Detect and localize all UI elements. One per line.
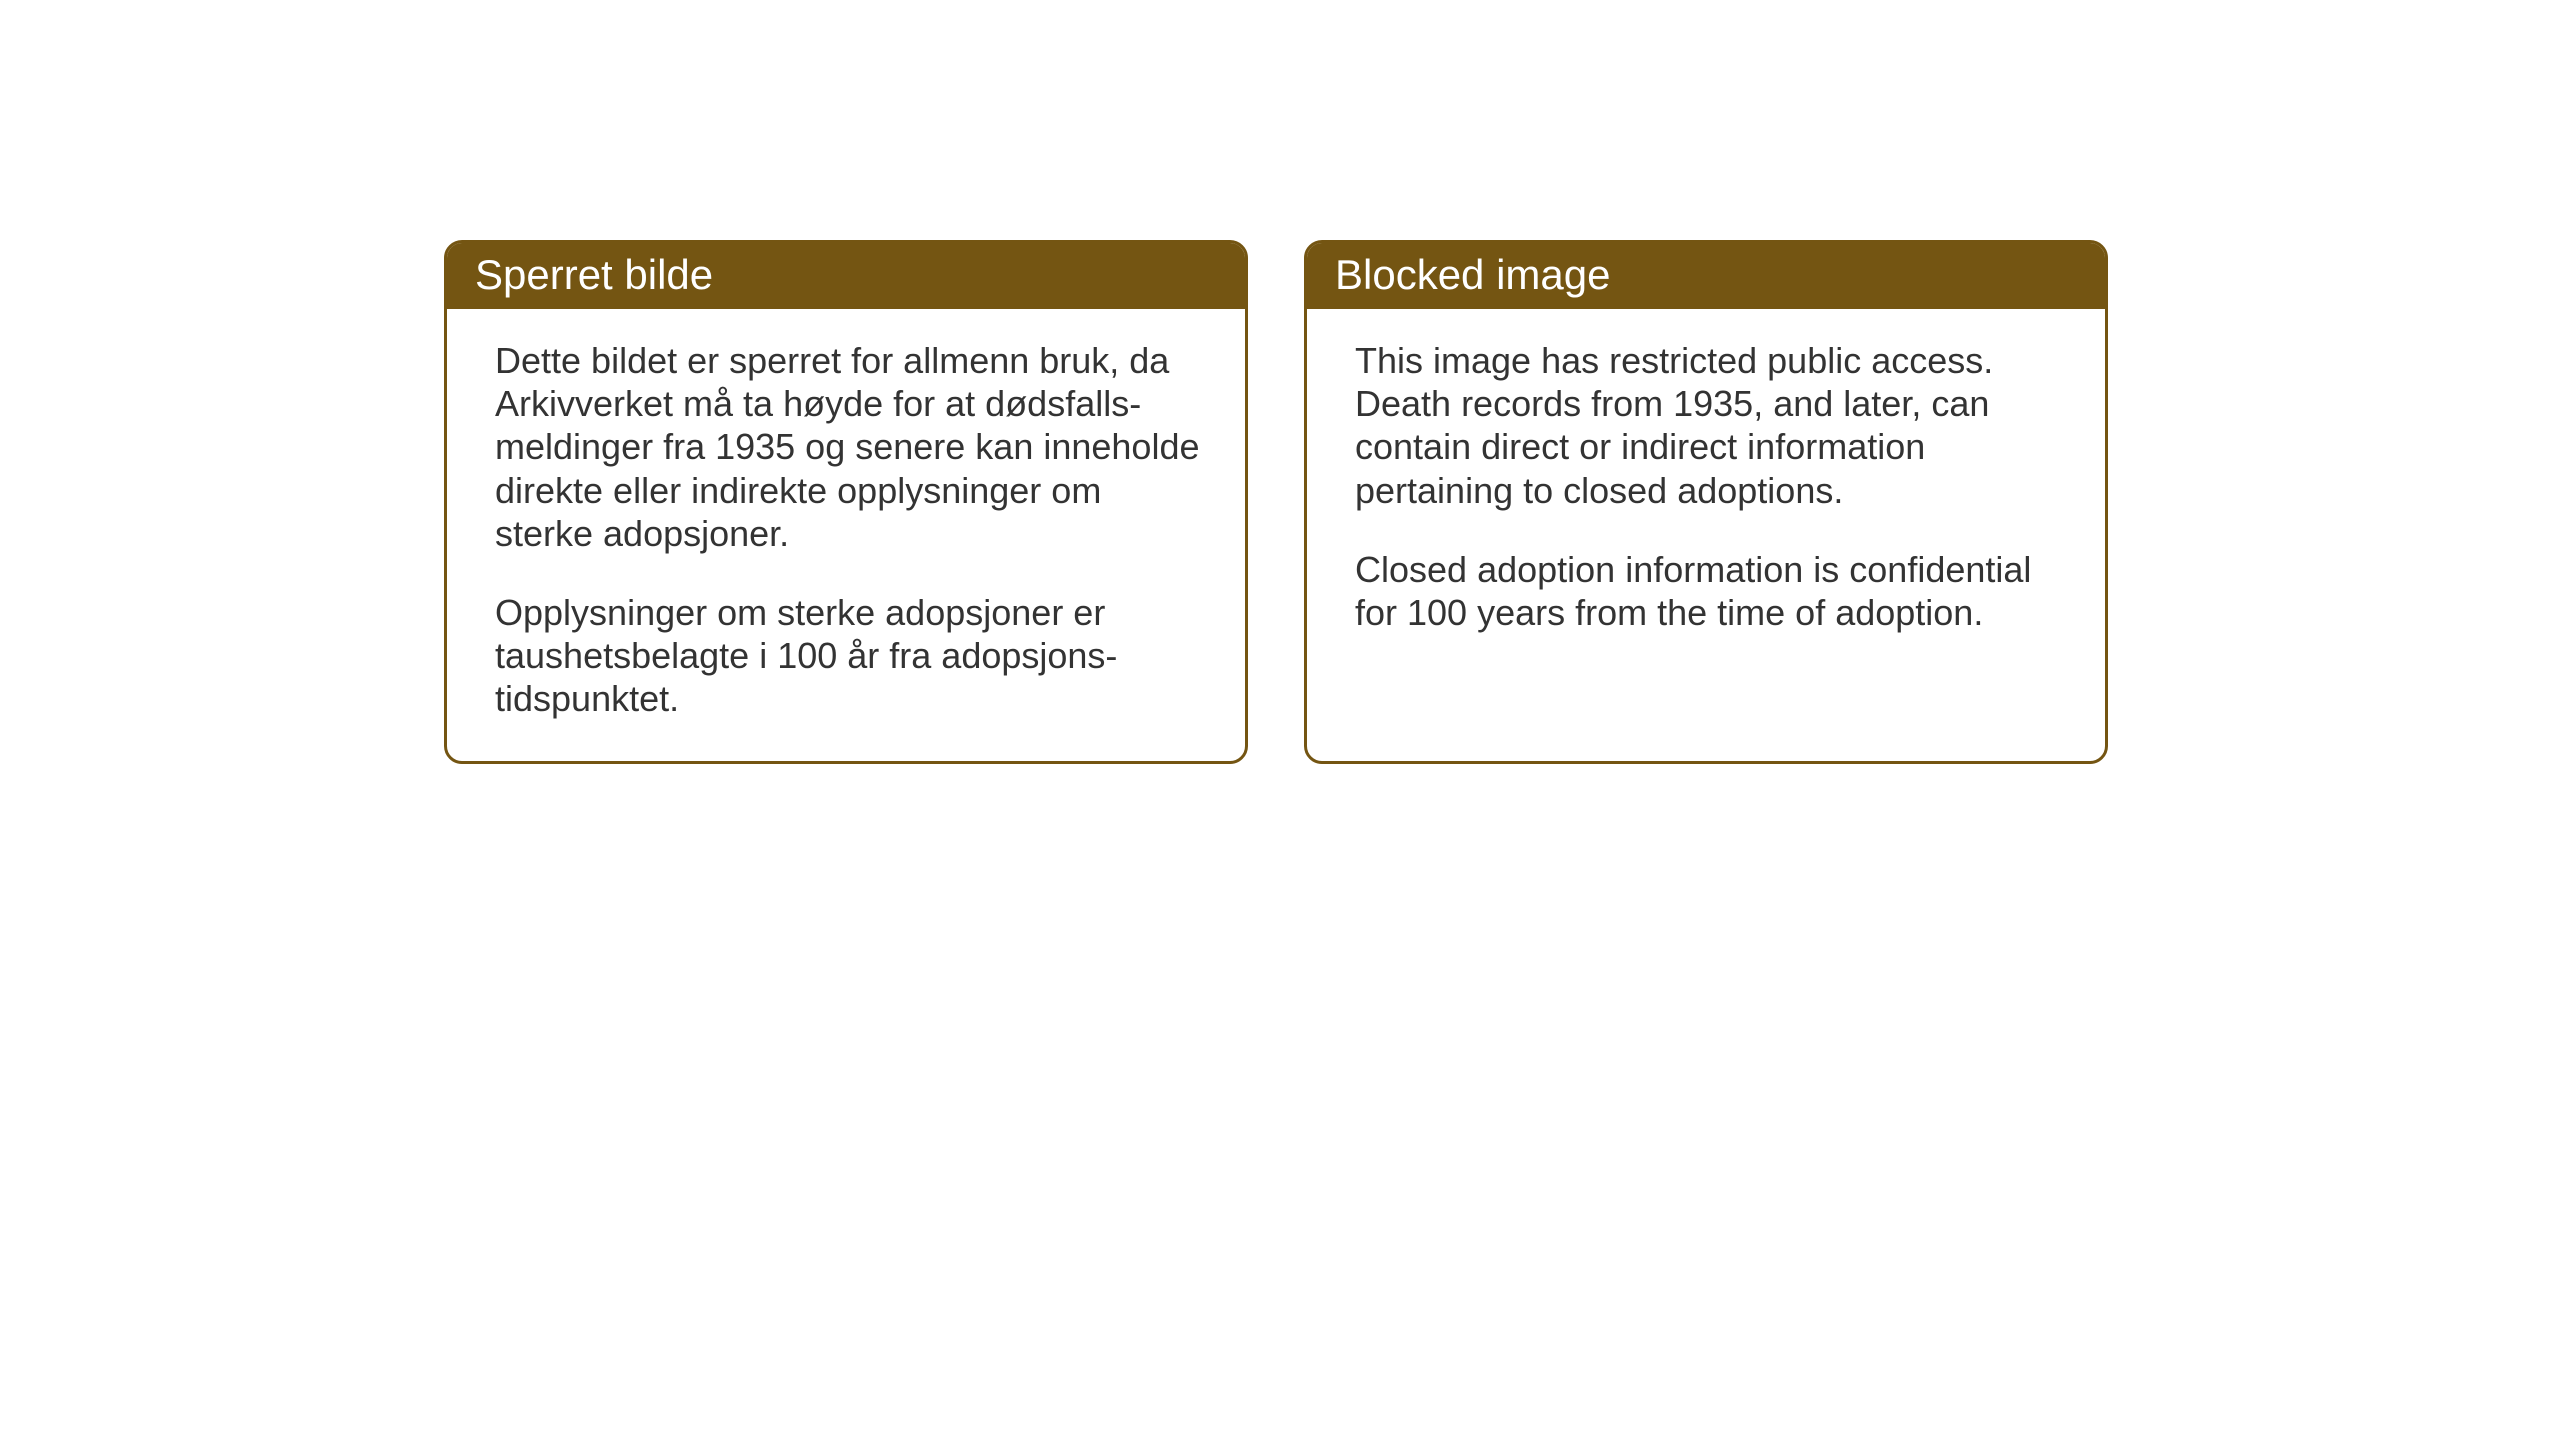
card-body-norwegian: Dette bildet er sperret for allmenn bruk… — [447, 309, 1245, 761]
card-title-english: Blocked image — [1335, 251, 1610, 298]
paragraph-2-norwegian: Opplysninger om sterke adopsjoner er tau… — [495, 591, 1205, 721]
paragraph-1-english: This image has restricted public access.… — [1355, 339, 2065, 512]
card-header-english: Blocked image — [1307, 243, 2105, 309]
notice-card-english: Blocked image This image has restricted … — [1304, 240, 2108, 764]
card-title-norwegian: Sperret bilde — [475, 251, 713, 298]
paragraph-2-english: Closed adoption information is confident… — [1355, 548, 2065, 634]
notice-card-norwegian: Sperret bilde Dette bildet er sperret fo… — [444, 240, 1248, 764]
paragraph-1-norwegian: Dette bildet er sperret for allmenn bruk… — [495, 339, 1205, 555]
card-header-norwegian: Sperret bilde — [447, 243, 1245, 309]
card-body-english: This image has restricted public access.… — [1307, 309, 2105, 744]
notice-container: Sperret bilde Dette bildet er sperret fo… — [444, 240, 2108, 764]
